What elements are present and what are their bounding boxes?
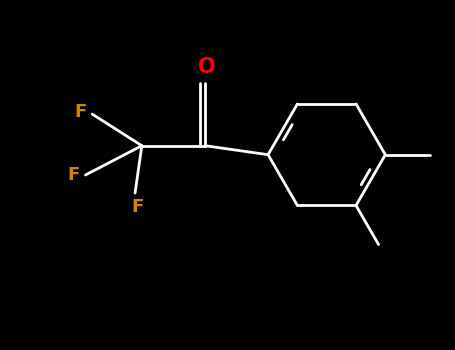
Text: F: F xyxy=(68,166,80,184)
Text: O: O xyxy=(198,57,216,77)
Text: F: F xyxy=(75,103,87,121)
Text: F: F xyxy=(131,198,143,216)
